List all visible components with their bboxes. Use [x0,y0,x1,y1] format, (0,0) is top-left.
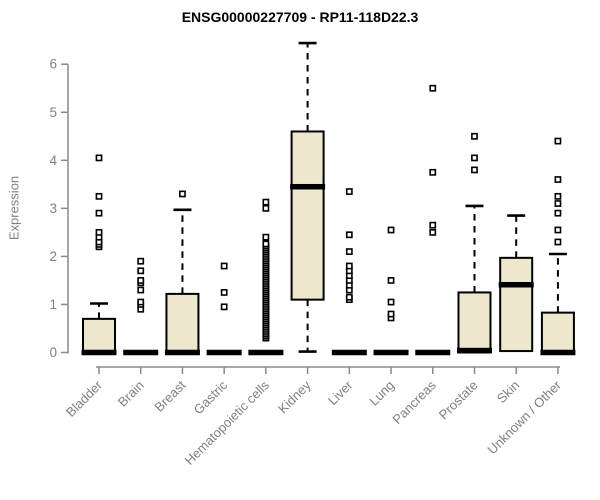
outlier-lung [387,226,395,234]
outlier-breast [179,190,186,198]
outlier-prostate [471,132,478,140]
outlier-gastric [220,262,228,270]
x-tick-label-breast: Breast [151,377,188,414]
outlier-unknown-other [554,226,562,234]
x-tick-label-lung: Lung [366,378,397,409]
y-tick-label: 0 [49,345,57,360]
outlier-brain [137,257,145,265]
x-tick-label-brain: Brain [115,378,147,410]
outlier-unknown-other [554,209,562,217]
outlier-lung [387,277,395,284]
outlier-unknown-other [554,192,562,200]
median-skin [498,281,534,288]
median-gastric [206,349,242,356]
outlier-bladder [95,209,103,217]
median-kidney [290,183,326,190]
outlier-lung [387,298,395,306]
median-prostate [456,347,492,354]
median-bladder [81,349,117,356]
outlier-brain [137,277,145,284]
y-tick-label: 3 [49,201,57,216]
box-skin [499,256,534,353]
outlier-brain [137,286,145,294]
outlier-unknown-other [554,238,562,246]
outlier-lung [387,310,395,318]
outlier-liver [345,262,353,270]
x-tick-label-liver: Liver [325,377,356,408]
outlier-gastric [220,303,228,311]
outlier-liver [345,248,353,255]
outlier-prostate [471,154,478,162]
outlier-hematopoietic-cells [262,240,270,248]
x-tick-label-bladder: Bladder [63,377,106,420]
box-prostate [457,291,492,354]
outlier-bladder [95,154,103,162]
y-tick-label: 1 [49,297,57,312]
box-bladder [82,317,116,354]
outlier-hematopoietic-cells [262,233,270,241]
outlier-pancreas [429,221,437,229]
chart-title: ENSG00000227709 - RP11-118D22.3 [181,9,419,25]
median-liver [331,349,367,356]
outlier-unknown-other [554,176,562,183]
box-kidney [290,130,325,301]
median-pancreas [415,349,451,356]
outlier-liver [345,293,353,301]
outlier-unknown-other [554,137,562,145]
outlier-liver [345,231,353,239]
outlier-bladder [95,228,103,236]
median-breast [164,349,200,356]
median-brain [123,349,159,356]
y-tick-label: 6 [49,57,57,72]
outlier-brain [137,267,145,275]
median-hematopoietic-cells [248,349,284,356]
x-tick-label-prostate: Prostate [436,378,481,423]
y-tick-label: 5 [49,105,57,120]
outlier-pancreas [429,168,437,176]
x-tick-label-pancreas: Pancreas [389,377,439,427]
outlier-gastric [220,289,228,296]
y-tick-label: 4 [49,153,57,168]
outlier-unknown-other [554,200,562,207]
y-tick-label: 2 [49,249,57,264]
outlier-pancreas [429,84,437,92]
x-tick-label-gastric: Gastric [191,377,231,417]
box-breast [165,292,200,354]
x-tick-label-unknown-other: Unknown / Other [484,377,564,457]
outlier-bladder [95,192,103,200]
outlier-brain [137,298,145,306]
outlier-liver [345,188,353,195]
median-unknown-other [540,349,576,356]
x-tick-label-skin: Skin [494,378,522,406]
outlier-pancreas [429,228,437,236]
x-tick-label-kidney: Kidney [275,377,314,416]
outlier-prostate [471,166,478,174]
box-unknown-other [540,311,575,354]
outlier-hematopoietic-cells [262,204,270,212]
median-lung [373,349,409,356]
outlier-hematopoietic-cells [262,198,270,206]
